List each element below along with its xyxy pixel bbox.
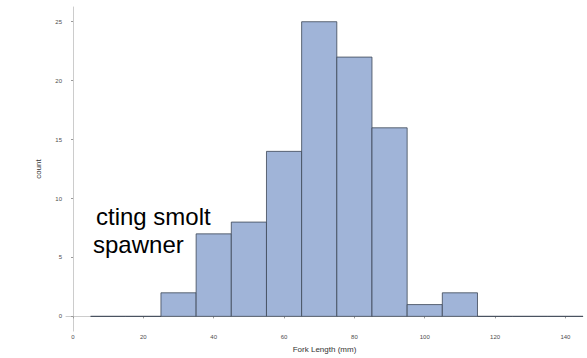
svg-text:0: 0: [59, 313, 63, 319]
svg-text:140: 140: [560, 334, 571, 340]
svg-text:cting smolt: cting smolt: [96, 203, 211, 230]
svg-text:20: 20: [140, 334, 147, 340]
svg-text:Fork Length (mm): Fork Length (mm): [293, 345, 357, 354]
svg-text:120: 120: [490, 334, 501, 340]
svg-text:spawner: spawner: [93, 231, 184, 258]
svg-text:80: 80: [351, 334, 358, 340]
svg-text:20: 20: [55, 78, 62, 84]
svg-text:0: 0: [71, 334, 75, 340]
svg-text:count: count: [34, 158, 43, 178]
svg-text:25: 25: [55, 19, 62, 25]
svg-text:5: 5: [59, 254, 63, 260]
svg-text:15: 15: [55, 137, 62, 143]
svg-text:10: 10: [55, 196, 62, 202]
svg-text:60: 60: [281, 334, 288, 340]
svg-text:100: 100: [420, 334, 431, 340]
svg-text:40: 40: [210, 334, 217, 340]
